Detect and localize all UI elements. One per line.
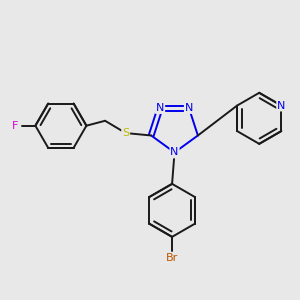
Text: S: S (122, 128, 129, 138)
Text: N: N (156, 103, 164, 113)
Text: Br: Br (166, 254, 178, 263)
Text: N: N (277, 100, 286, 111)
Text: N: N (185, 103, 193, 113)
Text: F: F (12, 121, 18, 131)
Text: N: N (170, 148, 179, 158)
